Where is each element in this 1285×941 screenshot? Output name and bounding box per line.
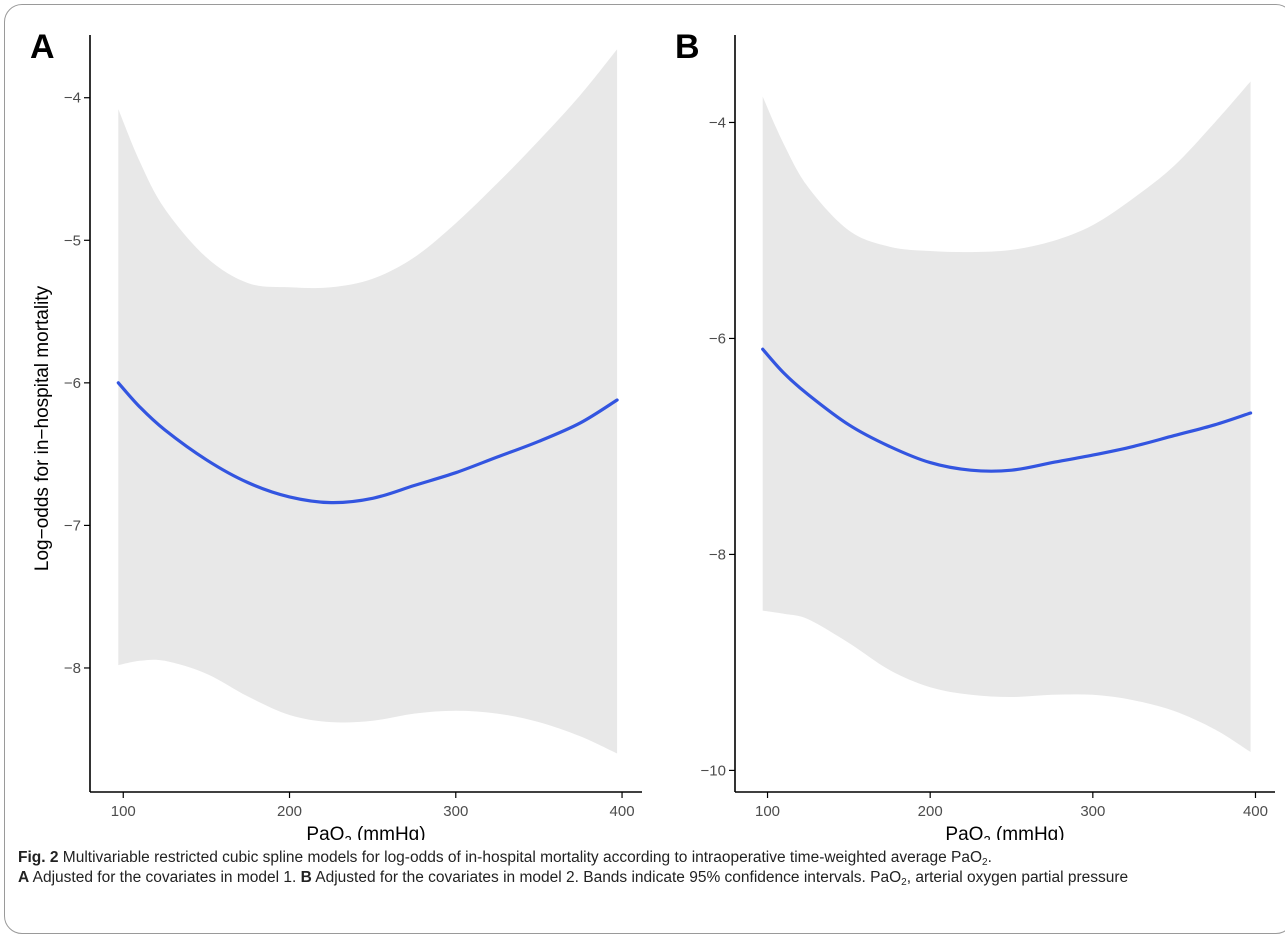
- caption-line1: Multivariable restricted cubic spline mo…: [62, 849, 983, 866]
- y-tick-label: −8: [709, 546, 726, 563]
- y-tick-label: −4: [709, 114, 726, 131]
- x-tick-label: 200: [918, 803, 943, 820]
- figure-border: [4, 4, 1285, 934]
- figure-caption: Fig. 2 Multivariable restricted cubic sp…: [18, 848, 1273, 888]
- confidence-band: [762, 81, 1251, 752]
- y-tick-label: −5: [64, 232, 81, 249]
- x-tick-label: 100: [111, 803, 136, 820]
- y-tick-label: −6: [64, 375, 81, 392]
- x-tick-label: 400: [610, 803, 635, 820]
- caption-b-end: , arterial oxygen partial pressure: [906, 869, 1129, 886]
- x-tick-label: 100: [755, 803, 780, 820]
- x-axis-title: PaO2 (mmHg): [306, 824, 425, 840]
- x-tick-label: 300: [443, 803, 468, 820]
- caption-b-text: Adjusted for the covariates in model 2. …: [315, 869, 902, 886]
- y-tick-label: −7: [64, 517, 81, 534]
- confidence-band: [118, 49, 618, 754]
- y-tick-label: −4: [64, 90, 81, 107]
- caption-a-text: Adjusted for the covariates in model 1.: [32, 869, 297, 886]
- caption-line1-end: .: [987, 849, 992, 866]
- spline-fit-line: [116, 381, 619, 505]
- y-tick-label: −10: [701, 762, 726, 779]
- x-tick-label: 200: [277, 803, 302, 820]
- figure-chart: 100 200 300 400 −8 −7 −6 −5 −4 PaO2 (mmHg) Log−odd…: [30, 28, 1275, 840]
- caption-fig-label: Fig. 2: [18, 849, 59, 866]
- y-tick-label: −6: [709, 330, 726, 347]
- y-axis-title: Log−odds for in−hospital mortality: [32, 285, 53, 571]
- x-axis-title: PaO2 (mmHg): [945, 824, 1064, 840]
- panel-letter: B: [675, 28, 700, 66]
- caption-b-label: B: [300, 869, 312, 886]
- x-tick-label: 300: [1080, 803, 1105, 820]
- panel-b: 100 200 300 400 −10 −8 −6 −4 PaO2 (mmHg) B: [675, 28, 1275, 840]
- caption-b-sub: 2: [901, 877, 907, 888]
- spline-fit-line: [761, 347, 1253, 473]
- y-tick-label: −8: [64, 660, 81, 677]
- caption-a-label: A: [18, 869, 30, 886]
- panel-letter: A: [30, 28, 55, 66]
- x-tick-label: 400: [1243, 803, 1268, 820]
- panel-a: 100 200 300 400 −8 −7 −6 −5 −4 PaO2 (mmHg) Log−odd…: [30, 28, 642, 840]
- caption-line1-sub: 2: [982, 857, 988, 868]
